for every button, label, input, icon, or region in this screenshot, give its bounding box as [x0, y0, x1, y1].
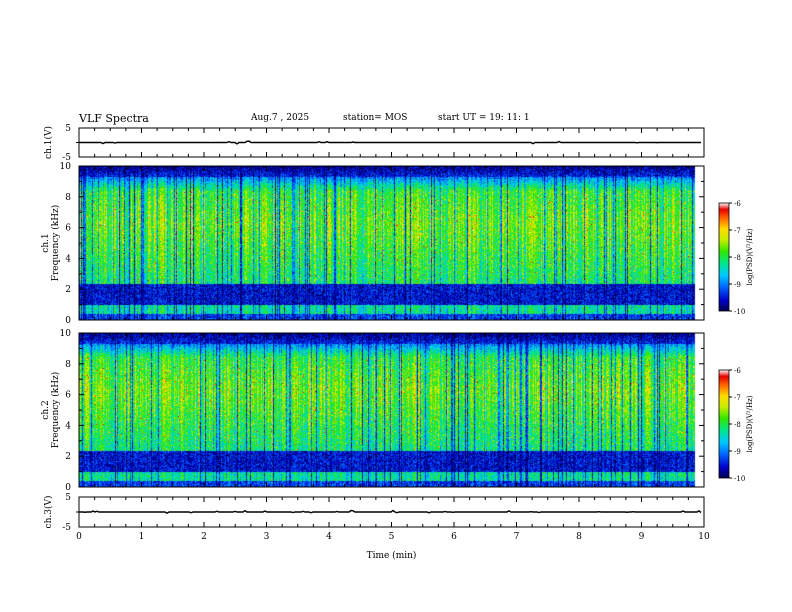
station-label: station= MOS	[343, 113, 408, 123]
ch3-waveform-ytick-label: -5	[62, 523, 71, 533]
ch1-waveform-ylabel: ch.1(V)	[43, 126, 54, 159]
date-label: Aug.7 , 2025	[251, 113, 310, 123]
ch2-spectrogram-ytick-label: 4	[65, 421, 71, 431]
ch2-spectrogram-colorbar	[718, 369, 730, 479]
spectrogram-images	[79, 166, 704, 487]
ch1-spectrogram-image	[79, 166, 704, 320]
ch1-spectrogram-colorbar-tick-label: -9	[734, 281, 741, 289]
ch1-spectrogram-colorbar-label: log(PSD)(V²/Hz)	[746, 228, 754, 285]
ch2-spectrogram-colorbar-tick-label: -7	[734, 394, 741, 402]
ch1-spectrogram-ytick-label: 6	[65, 224, 71, 234]
ch3-waveform-xtick-label: 4	[326, 532, 332, 542]
start-time-label: start UT = 19: 11: 1	[438, 113, 530, 123]
ch3-waveform-xtick-label: 8	[576, 532, 582, 542]
ch2-spectrogram-ylabel-frequency: Frequency (kHz)	[50, 372, 61, 449]
ch3-waveform-xtick-label: 7	[514, 532, 520, 542]
ch2-spectrogram-ytick-label: 8	[65, 360, 71, 370]
figure-title: VLF Spectra	[79, 112, 149, 125]
ch2-spectrogram-colorbar-tick-label: -10	[734, 475, 745, 483]
ch3-waveform-xtick-label: 0	[76, 532, 82, 542]
ch2-spectrogram-colorbar-tick-label: -6	[734, 367, 741, 375]
ch3-waveform-xtick-label: 10	[698, 532, 710, 542]
ch1-spectrogram-ylabel-frequency: Frequency (kHz)	[50, 205, 61, 282]
ch1-spectrogram-colorbar-tick-label: -7	[734, 227, 741, 235]
ch2-spectrogram-ytick-label: 6	[65, 391, 71, 401]
ch1-waveform-ytick-label: -5	[62, 153, 71, 163]
ch3-waveform-xtick-label: 5	[389, 532, 395, 542]
ch1-waveform-line	[79, 140, 701, 145]
ch3-waveform-xtick-label: 3	[264, 532, 270, 542]
ch2-spectrogram-colorbar-label: log(PSD)(V²/Hz)	[746, 395, 754, 452]
ch1-spectrogram-ytick-label: 0	[65, 316, 71, 326]
ch1-spectrogram-ytick-label: 8	[65, 193, 71, 203]
ch2-spectrogram-ytick-label: 2	[65, 452, 71, 462]
x-axis-label: Time (min)	[367, 550, 417, 561]
ch1-spectrogram-colorbar-tick-label: -8	[734, 254, 741, 262]
ch2-spectrogram-ytick-label: 10	[60, 329, 72, 339]
ch3-waveform-xtick-label: 2	[201, 532, 207, 542]
ch2-spectrogram-image	[79, 333, 704, 487]
ch2-spectrogram-ylabel-channel: ch.2	[41, 400, 51, 419]
ch3-waveform-ylabel: ch.3(V)	[43, 496, 54, 529]
ch1-spectrogram-ytick-label: 10	[60, 162, 72, 172]
ch1-spectrogram-ytick-label: 4	[65, 254, 71, 264]
ch3-waveform-xtick-label: 9	[639, 532, 645, 542]
ch3-waveform-xtick-label: 6	[451, 532, 457, 542]
ch1-spectrogram-colorbar	[718, 202, 730, 312]
ch1-spectrogram-colorbar-tick-label: -10	[734, 308, 745, 316]
ch2-spectrogram-colorbar-tick-label: -8	[734, 421, 741, 429]
ch1-spectrogram-colorbar-tick-label: -6	[734, 200, 741, 208]
ch3-waveform-line	[79, 509, 702, 515]
ch2-spectrogram-colorbar-tick-label: -9	[734, 448, 741, 456]
ch1-waveform-ytick-label: 5	[65, 124, 71, 134]
ch1-spectrogram-ytick-label: 2	[65, 285, 71, 295]
ch2-spectrogram-ytick-label: 0	[65, 483, 71, 493]
ch1-spectrogram-ylabel-channel: ch.1	[41, 233, 51, 252]
ch3-waveform-xtick-label: 1	[139, 532, 145, 542]
ch3-waveform-ytick-label: 5	[65, 493, 71, 503]
